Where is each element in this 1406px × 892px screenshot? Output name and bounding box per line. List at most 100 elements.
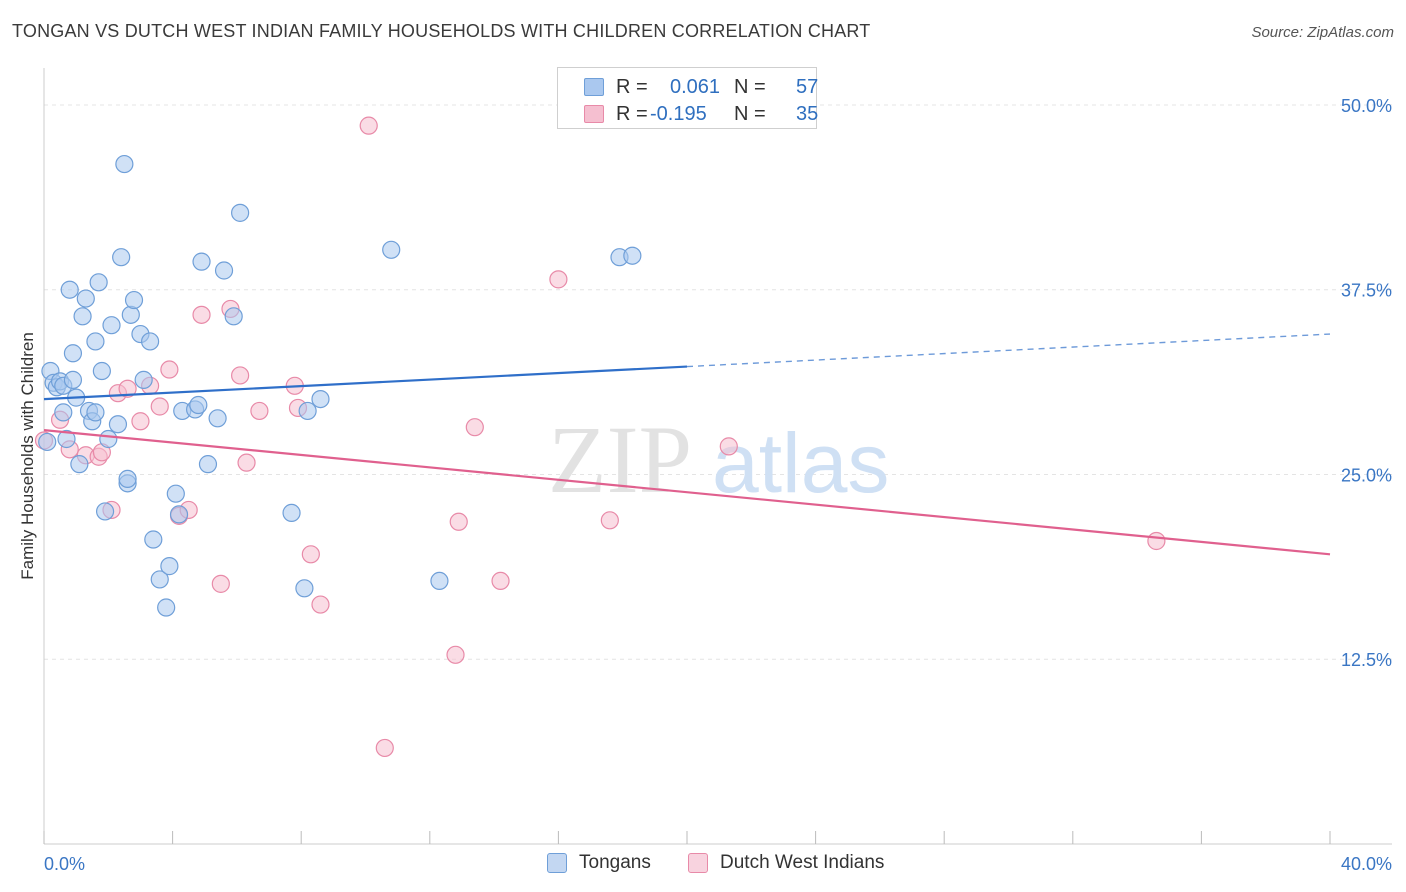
x-tick-label-min: 0.0% — [44, 854, 85, 874]
dutch-west-indians-point — [600, 511, 619, 530]
dutch-west-indians-point — [446, 645, 465, 664]
tongans-point — [115, 154, 134, 174]
legend-n-value: 57 — [796, 76, 819, 98]
tongans-point — [95, 502, 115, 521]
tongans-point — [311, 389, 330, 409]
stats-legend: R = 0.061 N = 57 R = -0.195 N = 35 — [557, 67, 819, 129]
tongans-legend-swatch — [547, 853, 567, 873]
watermark-atlas: atlas — [712, 416, 889, 510]
dutch-west-indians-point — [491, 571, 510, 590]
tongans-point — [198, 455, 218, 474]
tongans-point — [63, 344, 83, 363]
dutch-west-indians-point — [192, 305, 211, 324]
tongans-point — [208, 409, 227, 428]
dutch-west-indians-point — [131, 412, 150, 431]
gridlines — [44, 104, 1392, 660]
chart-source: Source: ZipAtlas.com — [1251, 24, 1394, 41]
tongans-point — [86, 332, 105, 351]
dutch-west-indians-point — [449, 512, 468, 531]
tongans-point — [124, 290, 144, 310]
legend-n-label: N = — [734, 76, 766, 98]
tongans-point — [60, 280, 79, 299]
tongans-point — [38, 432, 57, 452]
tongans-point — [102, 316, 121, 335]
tongans-point — [134, 370, 153, 389]
tongans-point — [298, 401, 317, 421]
legend-n-label: N = — [734, 103, 766, 125]
tongans-point — [224, 307, 243, 326]
tongans-point — [382, 240, 401, 259]
tongans-point — [623, 246, 642, 265]
dutch-west-indians-point — [719, 437, 738, 456]
tongans-point — [157, 598, 176, 617]
dutch-west-indians-legend-label: Dutch West Indians — [720, 852, 885, 873]
tongans-point — [89, 273, 108, 292]
dutch-west-indians-point — [1147, 531, 1166, 551]
y-tick-label: 25.0% — [1341, 465, 1392, 485]
dutch-west-indians-swatch — [584, 105, 604, 123]
watermark: ZIP atlas — [548, 406, 889, 513]
dutch-west-indians-point — [465, 418, 484, 437]
dutch-west-indians-point — [301, 545, 320, 564]
chart-title: TONGAN VS DUTCH WEST INDIAN FAMILY HOUSE… — [12, 21, 871, 41]
tongans-point — [192, 252, 211, 271]
y-tick-label: 50.0% — [1341, 96, 1392, 116]
tongans-point — [86, 403, 105, 422]
tongans-point — [150, 570, 169, 589]
tongans-point — [282, 503, 301, 523]
dutch-west-indians-point — [359, 116, 378, 135]
dutch-west-indians-point — [211, 574, 230, 593]
tongans-point — [214, 261, 234, 280]
tongans-point — [144, 530, 163, 549]
dutch-west-indians-trend-line — [43, 429, 1331, 556]
tongans-point — [169, 505, 189, 524]
tongans-point — [92, 361, 111, 381]
tongans-point — [140, 332, 160, 351]
axes — [43, 68, 1392, 845]
legend-n-value: 35 — [796, 103, 819, 125]
tongans-point — [57, 429, 76, 449]
tongans-point — [73, 307, 92, 326]
dutch-west-indians-point — [375, 738, 394, 758]
dutch-west-indians-point — [237, 453, 256, 472]
tongans-point — [99, 429, 118, 449]
tongans-point — [76, 289, 95, 308]
trend-lines — [43, 333, 1331, 556]
tongans-point — [63, 370, 83, 389]
dutch-west-indians-point — [311, 595, 330, 614]
dutch-west-indians-point — [160, 360, 179, 379]
tongans-point — [430, 571, 449, 590]
tongans-point — [231, 203, 250, 222]
tongans-point — [108, 415, 128, 434]
dutch-west-indians-point — [250, 401, 269, 421]
legend-r-label: R = — [616, 76, 648, 98]
tongans-trend-extension — [686, 333, 1331, 368]
dutch-west-indians-legend-swatch — [688, 853, 708, 873]
tongans-point — [189, 395, 208, 415]
legend-r-value: 0.061 — [670, 76, 721, 98]
tongans-point — [166, 484, 185, 503]
tongans-point — [121, 305, 140, 324]
tick-labels: 12.5% 25.0% 37.5% 50.0% 0.0% 40.0% — [44, 96, 1392, 874]
y-tick-label: 37.5% — [1341, 281, 1392, 301]
dutch-west-indians-point — [231, 366, 250, 385]
y-tick-label: 12.5% — [1341, 650, 1392, 670]
tongans-point — [118, 469, 137, 489]
dutch-west-indians-point — [150, 397, 169, 416]
tongans-point — [70, 455, 89, 474]
tongans-legend-label: Tongans — [579, 852, 651, 873]
watermark-zip: ZIP — [548, 406, 692, 513]
tongans-point — [112, 248, 131, 267]
tongans-point — [160, 557, 179, 576]
dutch-west-indians-point — [549, 270, 568, 289]
tongans-point — [295, 579, 314, 598]
legend-r-label: R = — [616, 103, 648, 125]
tongans-swatch — [584, 78, 604, 96]
dutch-west-indians-point — [118, 379, 137, 398]
tongans-trend-line — [43, 365, 688, 401]
x-tick-label-max: 40.0% — [1341, 854, 1392, 874]
series-tongans-points — [38, 154, 642, 617]
tongans-point — [54, 403, 73, 422]
legend-r-value: -0.195 — [650, 103, 707, 125]
